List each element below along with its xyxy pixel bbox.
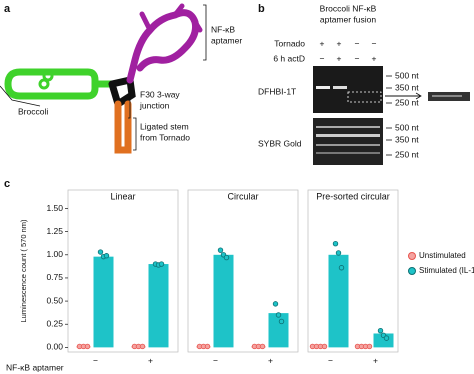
x-axis-label: NF-κB aptamer <box>6 362 64 372</box>
legend-label: Unstimulated <box>419 251 466 260</box>
y-tick-label: 1.25 <box>46 226 63 236</box>
y-tick-label: 0.75 <box>46 272 63 282</box>
x-tick-label: + <box>373 355 378 365</box>
sign: + <box>337 38 342 48</box>
data-point <box>278 318 285 325</box>
legend-marker <box>408 267 416 275</box>
data-point <box>97 249 104 255</box>
facet-title: Linear <box>110 191 135 201</box>
bar <box>213 254 234 348</box>
row-label: Tornado <box>274 38 305 48</box>
data-point <box>321 343 328 350</box>
data-point <box>366 343 373 350</box>
legend-label: Stimulated (IL-1β) <box>419 266 474 275</box>
brackets <box>0 4 422 151</box>
marker-label: 250 nt <box>395 149 419 159</box>
sign: − <box>355 53 360 63</box>
facet-title: Pre-sorted circular <box>316 191 390 201</box>
data-point <box>139 343 146 350</box>
title: Broccoli NF-κB <box>320 3 377 13</box>
y-tick-label: 0.25 <box>46 318 63 328</box>
x-tick-label: + <box>268 355 273 365</box>
bar <box>93 256 114 348</box>
legend-marker <box>408 252 416 260</box>
data-point <box>259 343 266 350</box>
y-axis-label: Luminescence count ( 570 nm) <box>19 219 28 322</box>
label: F30 3-way <box>140 89 180 99</box>
data-point <box>272 301 279 307</box>
y-tick-label: 1.00 <box>46 249 63 259</box>
sign: − <box>372 38 377 48</box>
data-point <box>377 328 384 334</box>
x-tick-label: + <box>148 355 153 365</box>
y-tick-label: 1.50 <box>46 203 63 213</box>
panel-label: b <box>258 3 265 15</box>
label: Broccoli <box>18 106 48 116</box>
data-point <box>217 247 224 253</box>
label: aptamer <box>211 35 242 45</box>
sign: − <box>355 38 360 48</box>
row-label: 6 h actD <box>273 53 305 63</box>
label: NF-κB <box>211 24 235 34</box>
panel-label: a <box>4 3 11 15</box>
sign: − <box>320 53 325 63</box>
marker-label: 500 nt <box>395 70 419 80</box>
facet-frame <box>67 189 179 353</box>
data-point <box>204 343 211 350</box>
facet-frame <box>307 189 399 353</box>
data-point <box>383 335 390 341</box>
sign: + <box>337 53 342 63</box>
bar <box>268 313 289 348</box>
label: junction <box>139 100 170 110</box>
data-point <box>338 265 345 271</box>
facet-frame <box>187 189 299 353</box>
x-tick-label: − <box>213 355 218 365</box>
data-point <box>103 253 110 259</box>
label: Ligated stem <box>140 121 189 131</box>
bar <box>148 264 169 348</box>
facet-title: Circular <box>227 191 258 201</box>
data-point <box>223 254 230 261</box>
gel-bands <box>316 86 470 154</box>
gel-image <box>313 66 383 113</box>
marker-label: 350 nt <box>395 82 419 92</box>
label: from Tornado <box>140 132 190 142</box>
gel-label: DFHBI-1T <box>258 86 296 96</box>
gel-label: SYBR Gold <box>258 138 302 148</box>
y-tick-label: 0.50 <box>46 295 63 305</box>
x-tick-label: − <box>328 355 333 365</box>
data-point <box>332 240 339 247</box>
data-point <box>335 250 342 256</box>
title: aptamer fusion <box>320 14 376 24</box>
marker-label: 250 nt <box>395 97 419 107</box>
sign: + <box>372 53 377 63</box>
sign: + <box>320 38 325 48</box>
data-point <box>275 312 282 318</box>
data-point <box>84 343 91 350</box>
gel-image <box>313 118 383 165</box>
x-tick-label: − <box>93 355 98 365</box>
y-tick-label: 0.00 <box>46 342 63 352</box>
data-point <box>158 261 165 267</box>
bar <box>328 254 349 348</box>
marker-label: 500 nt <box>395 122 419 132</box>
panel-label: c <box>4 178 10 190</box>
marker-label: 350 nt <box>395 134 419 144</box>
rna-diagram <box>4 3 203 154</box>
